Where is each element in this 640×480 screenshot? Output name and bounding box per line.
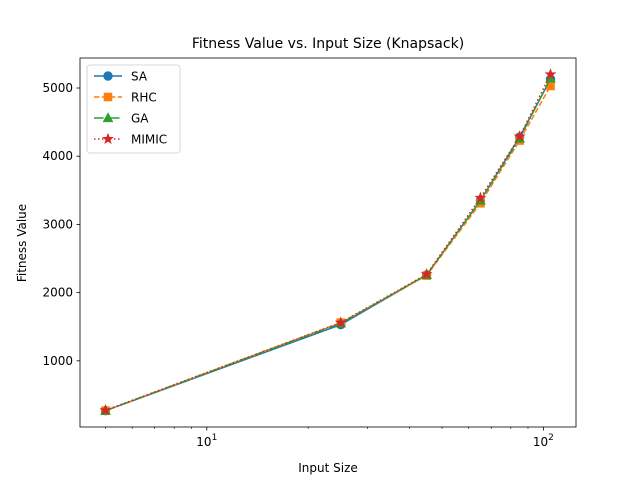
x-axis-label: Input Size [298, 461, 358, 475]
y-tick-label: 3000 [42, 217, 73, 231]
legend-box [86, 64, 181, 154]
legend-marker-sa [103, 71, 113, 81]
plot-frame [79, 57, 577, 428]
legend-marker-mimic [102, 132, 114, 145]
x-tick-label: 101 [196, 433, 217, 449]
y-tick-label: 5000 [42, 81, 73, 95]
y-tick-label: 1000 [42, 354, 73, 368]
y-axis-label: Fitness Value [15, 204, 29, 282]
legend-label-mimic: MIMIC [131, 133, 167, 147]
x-tick-label: 102 [533, 433, 554, 449]
legend-label-rhc: RHC [131, 91, 157, 105]
data-point-mimic [474, 191, 487, 203]
legend-marker-ga [102, 112, 114, 123]
y-tick-label: 4000 [42, 149, 73, 163]
legend-label-sa: SA [131, 70, 148, 84]
legend-marker-rhc [103, 92, 113, 102]
data-point-mimic [544, 68, 557, 80]
series-mimic [99, 68, 557, 416]
legend-label-ga: GA [131, 112, 149, 126]
data-point-mimic [513, 130, 526, 142]
legend: SA RHC GA MIMIC [86, 64, 181, 154]
data-point-mimic [334, 316, 347, 328]
data-point-mimic [420, 267, 433, 280]
series-line-mimic [105, 74, 552, 411]
data-point-mimic [99, 404, 112, 416]
series-layer [99, 68, 557, 416]
axes-layer: 1000 2000 3000 4000 5000 101 102 [42, 57, 577, 449]
chart-title: Fitness Value vs. Input Size (Knapsack) [192, 36, 464, 52]
y-tick-label: 2000 [42, 286, 73, 300]
